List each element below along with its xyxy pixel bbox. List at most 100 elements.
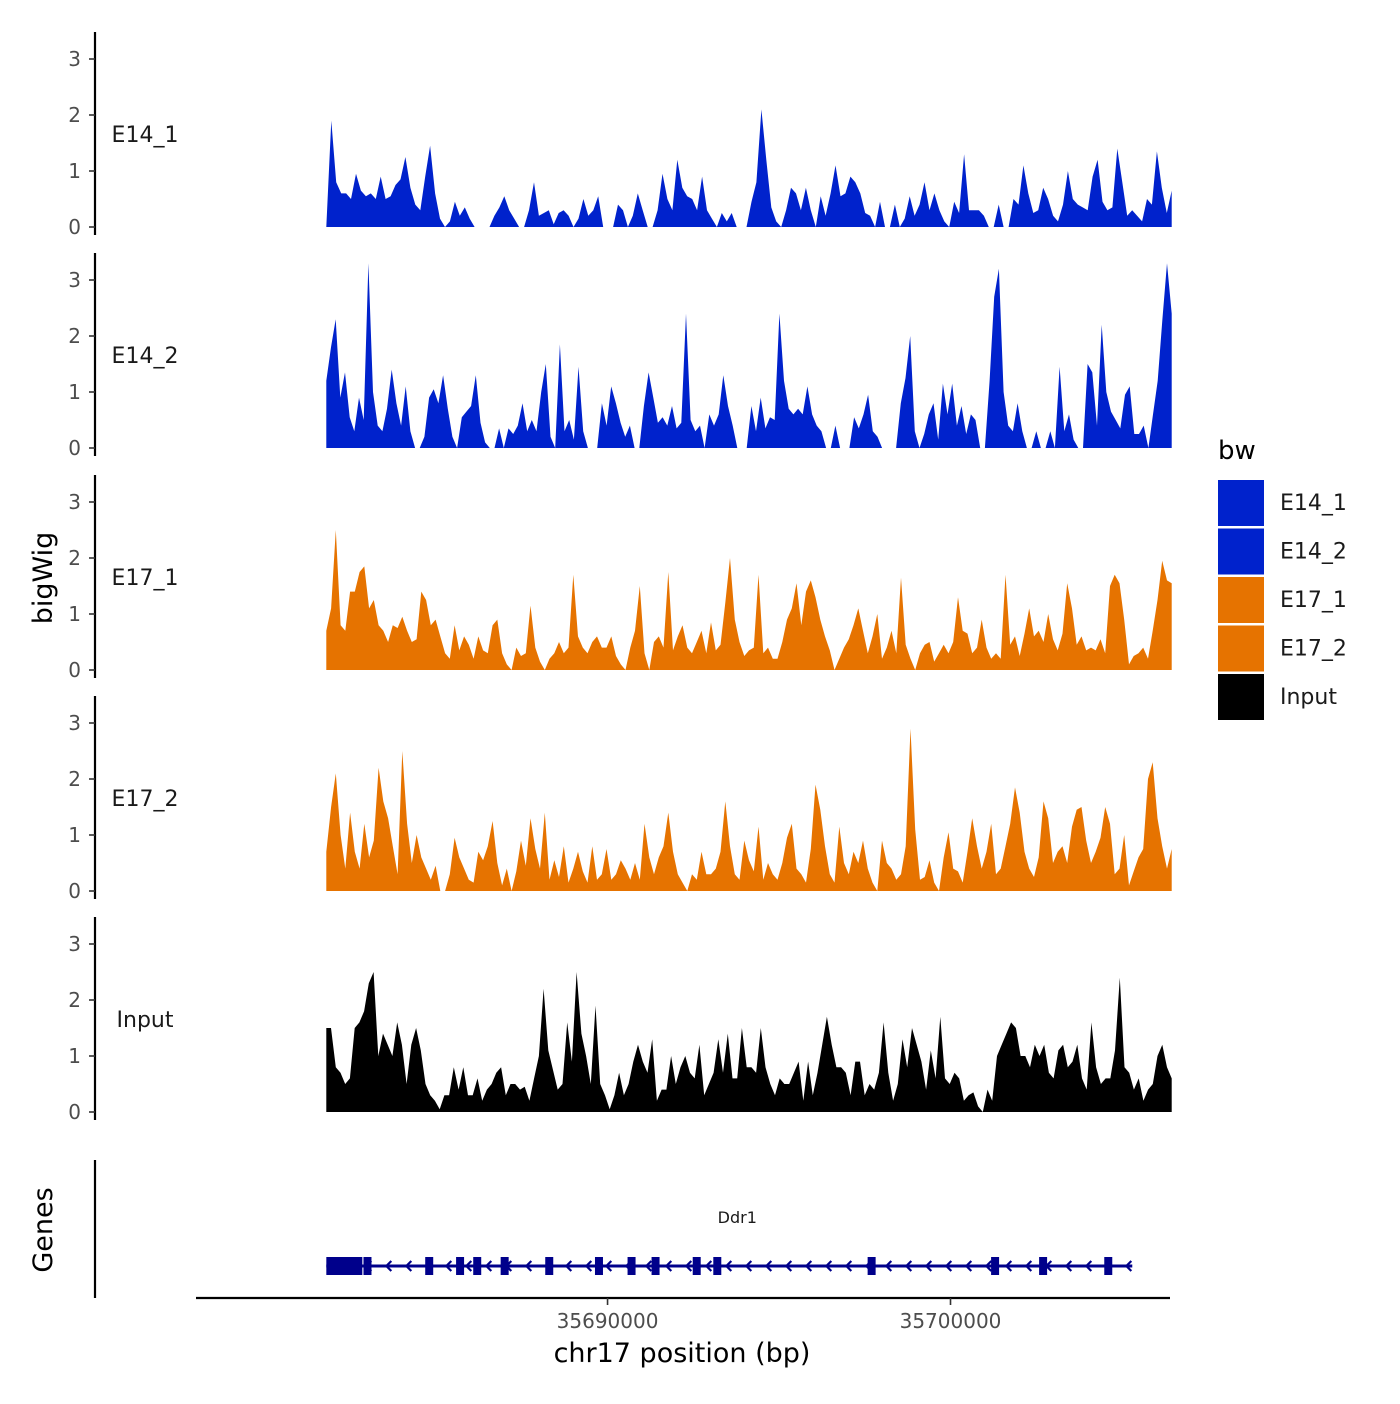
strand-arrow [944,1260,953,1272]
legend-label: E14_1 [1280,491,1347,516]
gene-ddr1: Ddr1 [326,1208,1133,1275]
y-tick-label: 3 [68,711,81,735]
x-axis-title: chr17 position (bp) [554,1338,811,1369]
strand-arrow [1024,1260,1033,1272]
strand-arrow [404,1260,413,1272]
y-tick-label: 0 [68,215,81,239]
strand-arrow [1124,1260,1133,1272]
y-tick-label: 1 [68,159,81,183]
area-series-e17-2 [326,728,1172,891]
exon [867,1257,876,1275]
track-e14-1: 0 1 2 3 E14_1 [68,32,1172,239]
strand-arrow [564,1260,573,1272]
y-tick-label: 0 [68,436,81,460]
strand-arrow [444,1260,453,1272]
strand-arrow [844,1260,853,1272]
track-e14-2: 0 1 2 3 E14_2 [68,253,1172,460]
strand-arrow [484,1260,493,1272]
exon [1104,1257,1113,1275]
y-axis-title: bigWig [28,532,59,625]
y-tick-label: 1 [68,1044,81,1068]
legend-title: bw [1218,436,1256,466]
strand-arrow [384,1260,393,1272]
y-tick-label: 2 [68,767,81,791]
x-tick-label: 35690000 [557,1309,659,1333]
strand-arrow [1004,1260,1013,1272]
strand-arrow [824,1260,833,1272]
strand-arrow [904,1260,913,1272]
area-series-input [326,972,1172,1112]
legend-swatch [1218,674,1264,720]
track-input: 0 1 2 3 Input [68,917,1172,1124]
y-tick-label: 1 [68,823,81,847]
signal-tracks: 0 1 2 3 E14_1 0 1 2 3 E14_2 0 1 2 3 E17_1 0 1 2 3 E17_2 0 1 2 3… [68,32,1172,1124]
exon [326,1257,363,1275]
legend-swatch [1218,625,1264,672]
legend-swatch [1218,577,1264,623]
exon [991,1257,1000,1275]
strand-arrow [744,1260,753,1272]
track-label: E14_1 [112,123,179,148]
y-tick-label: 3 [68,268,81,292]
strand-arrow [704,1260,713,1272]
exon [1039,1257,1048,1275]
legend: bw E14_1 E14_2 E17_1 E17_2 Input [1218,436,1347,720]
exon [713,1257,722,1275]
y-tick-label: 1 [68,380,81,404]
legend-label: E17_2 [1280,637,1347,662]
y-tick-label: 3 [68,932,81,956]
area-series-e14-1 [326,109,1172,227]
y-tick-label: 3 [68,490,81,514]
exon [473,1257,482,1275]
gene-track-title: Genes [28,1187,59,1272]
area-series-e17-1 [326,530,1172,670]
exon [500,1257,509,1275]
strand-arrow [1084,1260,1093,1272]
track-e17-2: 0 1 2 3 E17_2 [68,696,1172,903]
x-tick-label: 35700000 [900,1309,1002,1333]
strand-arrow [644,1260,653,1272]
track-label: E14_2 [112,344,179,369]
exon [627,1257,636,1275]
strand-arrow [604,1260,613,1272]
y-tick-label: 1 [68,602,81,626]
strand-arrow [1064,1260,1073,1272]
area-series-e14-2 [326,263,1172,448]
strand-arrow [524,1260,533,1272]
strand-arrow [924,1260,933,1272]
strand-arrow [964,1260,973,1272]
track-label: E17_1 [112,566,179,591]
exon [456,1257,465,1275]
y-tick-label: 0 [68,879,81,903]
gene-track: Ddr1 [93,1160,1133,1298]
y-tick-label: 3 [68,47,81,71]
strand-arrow [984,1260,993,1272]
track-label: Input [117,1008,174,1033]
strand-arrow [664,1260,673,1272]
strand-arrow [804,1260,813,1272]
gene-label: Ddr1 [718,1208,757,1227]
y-tick-label: 2 [68,988,81,1012]
strand-arrow [724,1260,733,1272]
legend-label: E14_2 [1280,540,1347,565]
exon [594,1257,603,1275]
exon [651,1257,660,1275]
strand-arrow [464,1260,473,1272]
strand-arrow [584,1260,593,1272]
y-tick-label: 0 [68,1100,81,1124]
legend-label: Input [1280,685,1337,710]
track-e17-1: 0 1 2 3 E17_1 [68,475,1172,682]
y-tick-label: 0 [68,658,81,682]
y-tick-label: 2 [68,324,81,348]
y-tick-label: 2 [68,546,81,570]
legend-label: E17_1 [1280,588,1347,613]
strand-arrow [784,1260,793,1272]
strand-arrow [764,1260,773,1272]
strand-arrow [684,1260,693,1272]
exon [425,1257,434,1275]
exon [545,1257,554,1275]
legend-swatch [1218,480,1264,526]
strand-arrow [884,1260,893,1272]
